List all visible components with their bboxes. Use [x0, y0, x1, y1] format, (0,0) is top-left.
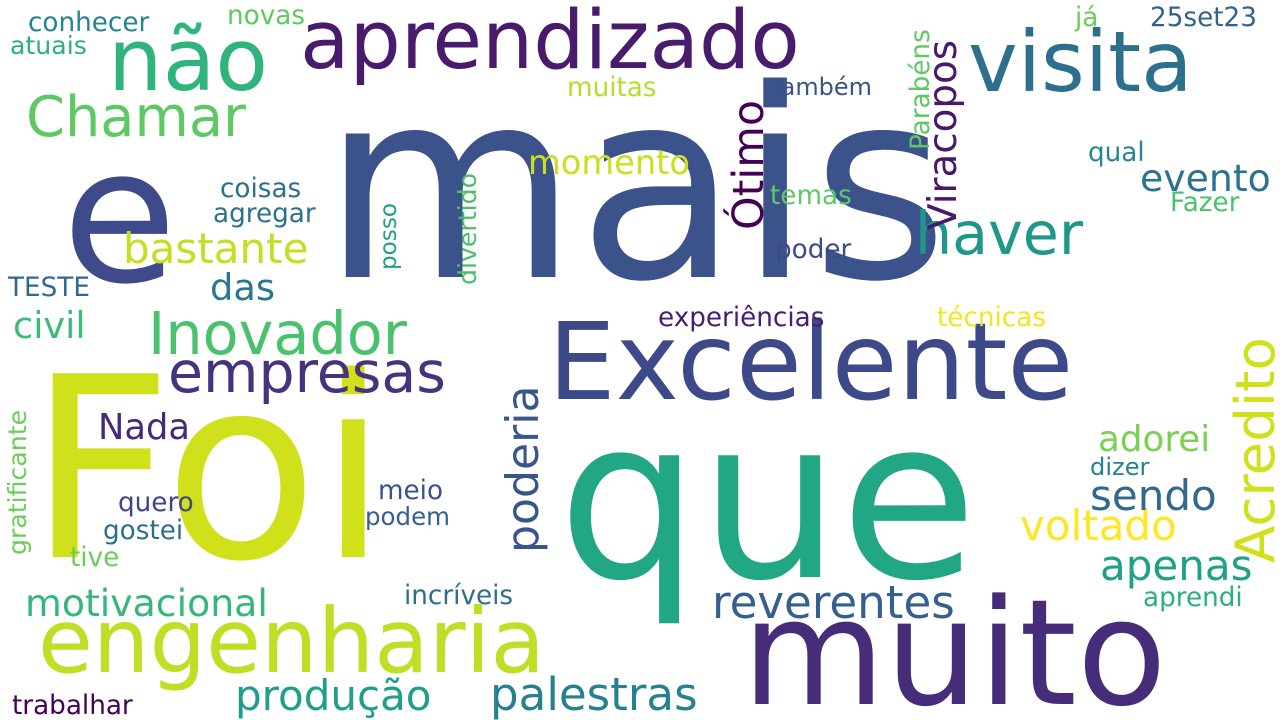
word-meio: meio — [378, 476, 443, 506]
word-visita: visita — [968, 13, 1193, 111]
word-teste: TESTE — [8, 273, 90, 303]
word-ja: já — [1075, 3, 1099, 33]
word-parabens: Parabéns — [906, 29, 936, 150]
word-aprendi: aprendi — [1143, 583, 1243, 613]
word-motivacional: motivacional — [25, 581, 268, 625]
word-bastante: bastante — [123, 224, 309, 273]
word-25set23: 25set23 — [1150, 3, 1257, 33]
word-poder: poder — [775, 235, 852, 265]
word-reverentes: reverentes — [712, 576, 955, 629]
word-agregar: agregar — [213, 199, 316, 229]
word-nada: Nada — [98, 407, 190, 448]
word-sendo: sendo — [1090, 471, 1217, 520]
word-otimo: Ótimo — [724, 100, 774, 230]
word-nao: não — [108, 11, 268, 111]
word-divertido: divertido — [453, 172, 482, 285]
word-voltado: voltado — [1020, 501, 1177, 550]
word-poderia: poderia — [498, 385, 549, 553]
word-trabalhar: trabalhar — [12, 691, 133, 720]
word-incriveis: incríveis — [404, 581, 514, 611]
word-tecnicas: técnicas — [937, 303, 1046, 333]
word-temas: temas — [770, 181, 852, 211]
word-posso: posso — [376, 203, 402, 270]
word-novas: novas — [227, 1, 305, 31]
word-quero: quero — [118, 488, 194, 518]
word-aprendizado: aprendizado — [300, 0, 800, 88]
word-acredito: Acredito — [1223, 337, 1280, 563]
word-civil: civil — [13, 304, 86, 347]
word-dizer: dizer — [1090, 453, 1150, 481]
word-engenharia: engenharia — [38, 590, 546, 694]
word-gostei: gostei — [103, 516, 184, 546]
word-momento: momento — [528, 143, 690, 182]
word-haver: haver — [915, 200, 1083, 268]
word-adorei: adorei — [1098, 419, 1211, 460]
word-gratificante: gratificante — [3, 409, 32, 555]
word-tambem: Também — [770, 73, 872, 101]
word-podem: podem — [365, 502, 450, 531]
word-empresas: empresas — [168, 340, 446, 406]
word-que: que — [558, 371, 978, 630]
word-excelente: Excelente — [548, 301, 1074, 425]
word-inovador: Inovador — [148, 299, 407, 368]
word-conhecer: conhecer — [28, 8, 150, 38]
word-experiencias: experiências — [658, 303, 825, 333]
word-palestras: palestras — [490, 668, 698, 720]
word-foi: Foi — [28, 324, 389, 617]
word-atuais: atuais — [10, 31, 87, 60]
word-muito: muito — [742, 568, 1167, 720]
word-producao: produção — [235, 671, 432, 720]
word-coisas: coisas — [220, 174, 302, 204]
word-das: das — [210, 266, 275, 309]
word-qual: qual — [1088, 138, 1145, 168]
word-tive: tive — [70, 543, 120, 573]
word-evento: evento — [1140, 156, 1271, 200]
word-chamar: Chamar — [26, 85, 246, 150]
word-e: e — [62, 109, 177, 326]
word-fazer: Fazer — [1170, 188, 1240, 218]
word-apenas: apenas — [1100, 541, 1253, 590]
word-muitas: muitas — [567, 73, 657, 103]
word-mais: mais — [322, 33, 949, 339]
